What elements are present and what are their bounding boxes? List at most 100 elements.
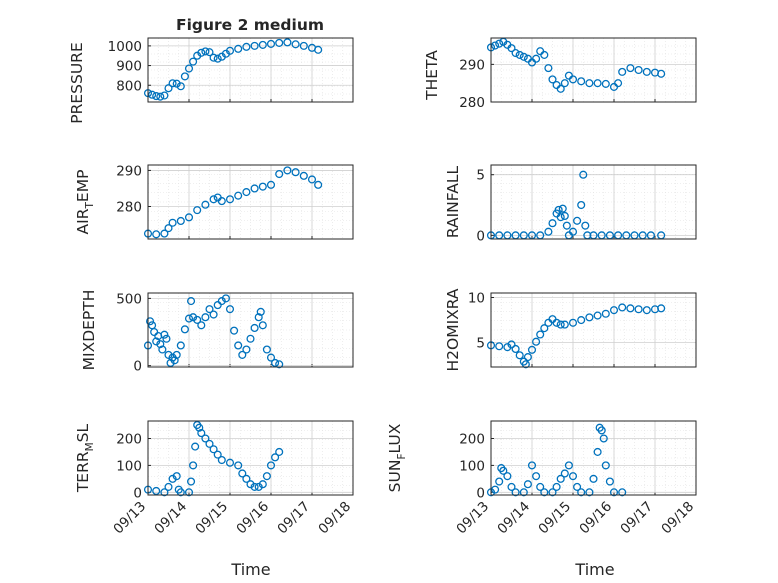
ylabel-h2omixra: H2OMIXRA	[444, 288, 462, 371]
data-point	[511, 49, 520, 58]
data-point	[593, 447, 602, 456]
data-point	[246, 334, 255, 343]
axes-frame	[490, 292, 697, 368]
data-point	[532, 54, 541, 63]
data-point	[299, 171, 308, 180]
data-point	[254, 482, 263, 491]
data-point	[560, 79, 569, 88]
data-point	[634, 305, 643, 314]
data-point	[642, 306, 651, 315]
data-point	[150, 327, 159, 337]
y-tick-label: 0	[476, 228, 485, 244]
data-point	[568, 318, 578, 327]
data-point	[573, 482, 582, 491]
data-point	[532, 472, 541, 481]
data-point	[201, 200, 210, 209]
data-point	[180, 72, 189, 81]
data-point	[511, 344, 520, 354]
y-tick-label: 100	[459, 458, 485, 474]
data-point	[540, 50, 549, 59]
data-point	[503, 472, 512, 481]
data-point	[291, 40, 300, 49]
data-point	[180, 325, 189, 334]
data-point	[577, 316, 586, 325]
axes-frame	[147, 292, 354, 368]
data-point	[536, 330, 545, 339]
data-point	[176, 341, 185, 350]
data-point	[201, 313, 210, 322]
data-point	[507, 44, 516, 53]
data-point	[225, 458, 235, 467]
data-point	[156, 340, 165, 349]
data-point	[160, 330, 169, 339]
data-point	[597, 426, 606, 435]
data-point	[634, 65, 643, 75]
data-point	[314, 180, 323, 189]
ylabel-theta: THETA	[423, 50, 441, 101]
data-point	[540, 324, 549, 333]
y-tick-label: 280	[459, 95, 485, 111]
data-point	[585, 79, 594, 88]
data-point	[581, 221, 590, 230]
data-point	[164, 84, 173, 93]
data-point	[275, 38, 284, 47]
x-tick-label: 09/16	[233, 499, 272, 538]
data-point	[184, 213, 194, 222]
data-point	[187, 297, 196, 306]
data-point	[146, 317, 155, 326]
data-point	[234, 191, 243, 200]
data-point	[554, 205, 563, 214]
data-point	[209, 53, 218, 62]
data-point	[275, 360, 284, 369]
data-point	[618, 67, 627, 76]
data-point	[527, 345, 537, 354]
data-point	[166, 358, 175, 368]
ylabel-rainfall: RAINFALL	[444, 165, 462, 238]
data-point	[556, 320, 565, 329]
data-point	[205, 305, 214, 314]
data-point	[495, 477, 504, 486]
data-point	[507, 340, 516, 349]
data-point	[626, 64, 635, 73]
data-point	[568, 472, 578, 481]
data-point	[193, 206, 202, 215]
x-tick-label: 09/15	[535, 499, 574, 538]
x-tick-label: 09/16	[576, 499, 615, 538]
data-point	[515, 351, 524, 360]
y-tick-label: 200	[116, 431, 142, 447]
data-point	[164, 224, 173, 233]
data-point	[642, 67, 651, 76]
data-point	[262, 472, 271, 481]
data-point	[201, 47, 210, 56]
xlabel-left: Time	[230, 560, 270, 579]
data-point	[234, 461, 243, 470]
y-tick-label: 290	[459, 57, 485, 73]
data-point	[250, 41, 259, 50]
ylabel-sun-flux: SUNFLUX	[386, 423, 408, 492]
data-point	[262, 345, 271, 354]
x-tick-label: 09/17	[617, 499, 656, 538]
data-point	[601, 79, 610, 88]
data-point	[577, 77, 586, 86]
data-point	[495, 39, 504, 48]
data-point	[540, 488, 549, 497]
y-tick-label: 200	[459, 431, 485, 447]
data-point	[191, 442, 200, 451]
data-point	[176, 216, 185, 226]
data-point	[168, 218, 177, 227]
data-point	[213, 301, 222, 310]
data-point	[589, 474, 598, 483]
data-point	[266, 180, 276, 189]
data-point	[271, 358, 280, 368]
x-tick-label: 09/18	[658, 499, 697, 538]
data-point	[160, 488, 169, 497]
data-point	[519, 488, 528, 497]
data-point	[164, 350, 173, 359]
data-point	[197, 321, 206, 330]
axes-frame	[147, 37, 354, 103]
y-tick-label: 900	[116, 59, 142, 75]
data-point	[205, 48, 214, 57]
data-point	[585, 313, 594, 322]
